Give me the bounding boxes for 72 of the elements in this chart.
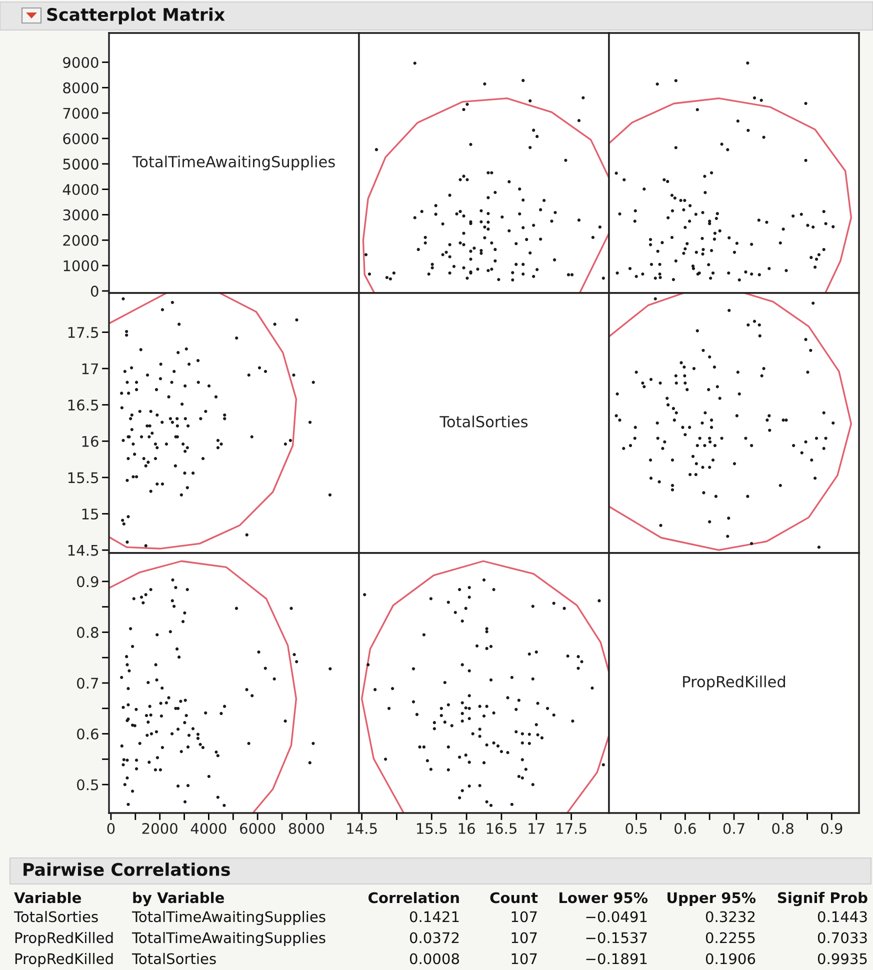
text: 0.0008 (410, 953, 459, 964)
text: Signif Prob (778, 892, 868, 906)
y-tick-label: 0 (90, 286, 98, 297)
y-tick-label: 0.8 (77, 626, 98, 638)
y-tick-label: 7000 (63, 108, 98, 119)
line-series (109, 560, 298, 813)
text: Pairwise Correlations (24, 862, 230, 876)
text: 0.1421 (410, 911, 459, 922)
y-tick-label: 17 (82, 363, 98, 374)
y-tick-label: 0.6 (77, 728, 98, 740)
text: by Variable (133, 892, 224, 906)
text: TotalTimeAwaitingSupplies (132, 910, 326, 926)
x-tick-label: 14.5 (347, 823, 377, 834)
x-tick-label: 17 (528, 823, 544, 834)
y-tick-label: 15 (82, 508, 98, 520)
text: 0.1906 (706, 953, 756, 964)
text: 0.2255 (706, 932, 755, 944)
y-tick-label: 14.5 (68, 545, 98, 556)
y-tick-label: 3000 (63, 209, 98, 220)
text: 0.3232 (706, 911, 755, 922)
y-tick-label: 16 (82, 436, 98, 447)
x-tick-label: 15.5 (416, 823, 447, 834)
text: PropRedKilled (15, 952, 113, 968)
y-tick-label: 0.5 (77, 779, 98, 790)
text: Variable (14, 892, 81, 904)
y-tick-label: 6000 (63, 133, 98, 144)
text: 0.1443 (818, 911, 867, 922)
annotation: TotalTimeAwaitingSupplies (132, 156, 335, 170)
y-tick-label: 1000 (64, 260, 98, 272)
text: 107 (512, 953, 537, 964)
text: Count (490, 892, 538, 904)
text: TotalSorties (14, 910, 98, 922)
text: 107 (512, 932, 537, 944)
text: −0.1891 (586, 953, 647, 964)
y-tick-label: 15.5 (68, 472, 98, 484)
x-tick-label: 0 (107, 822, 115, 834)
x-tick-label: 4000 (190, 822, 226, 834)
y-tick-label: 5000 (63, 158, 98, 170)
text: Correlation (368, 892, 459, 904)
text: TotalTimeAwaitingSupplies (132, 932, 326, 946)
x-tick-label: 16 (458, 822, 475, 834)
x-tick-label: 6000 (240, 822, 276, 834)
text: Lower 95% (559, 892, 648, 904)
y-tick-label: 0.7 (77, 678, 98, 689)
x-tick-label: 0.9 (821, 822, 842, 834)
text: TotalSorties (132, 952, 216, 964)
x-tick-label: 16.5 (486, 822, 516, 834)
text: 107 (512, 911, 537, 922)
x-tick-label: 0.6 (674, 822, 696, 834)
text: Upper 95% (668, 892, 756, 906)
y-tick-label: 17.5 (68, 327, 98, 338)
text: −0.1537 (586, 932, 647, 944)
chart-title: Scatterplot Matrix (47, 8, 225, 24)
annotation: TotalSorties (440, 416, 528, 428)
text: 0.9935 (818, 953, 867, 964)
text: 0.0372 (410, 932, 459, 944)
y-tick-label: 2000 (63, 234, 98, 246)
x-tick-label: 2000 (142, 822, 178, 834)
x-tick-label: 8000 (288, 822, 324, 834)
annotation: PropRedKilled (683, 676, 786, 690)
x-tick-label: 0.8 (772, 822, 794, 834)
text: −0.0491 (586, 911, 647, 922)
y-tick-label: 4000 (62, 184, 98, 196)
text: 0.7033 (818, 932, 867, 944)
x-tick-label: 0.7 (723, 822, 744, 834)
y-tick-label: 8000 (63, 82, 98, 94)
y-tick-label: 0.9 (77, 576, 98, 588)
x-tick-label: 0.5 (626, 822, 647, 834)
y-tick-label: 16.5 (68, 400, 98, 411)
text: PropRedKilled (15, 932, 113, 946)
y-tick-label: 9000 (63, 56, 98, 68)
x-tick-label: 17.5 (556, 823, 586, 834)
